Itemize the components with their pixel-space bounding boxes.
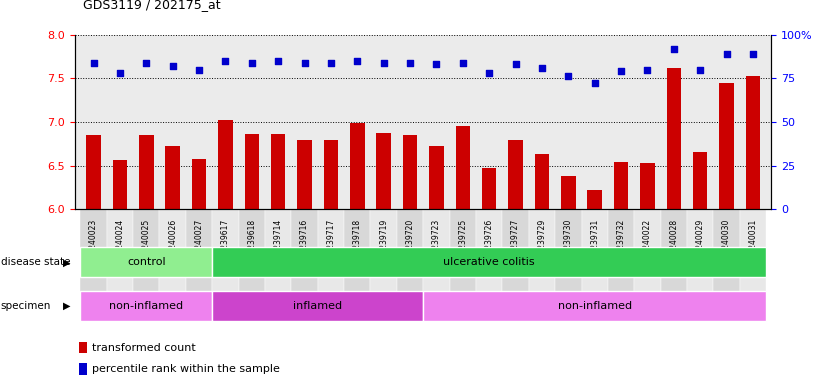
Point [456,60,470,66]
Bar [139,135,153,209]
Point [561,73,575,79]
Point [404,60,417,66]
Text: percentile rank within the sample: percentile rank within the sample [93,364,280,374]
Bar [271,134,285,209]
Bar [86,135,101,209]
Bar [219,120,233,209]
Text: control: control [127,257,166,267]
Text: GDS3119 / 202175_at: GDS3119 / 202175_at [83,0,221,12]
Point [324,60,338,66]
Point [615,68,628,74]
Bar [212,291,423,321]
Bar [693,152,707,209]
Point [535,65,549,71]
Bar [614,162,628,209]
Point [298,60,311,66]
Bar [720,83,734,209]
Text: ▶: ▶ [63,257,71,267]
Bar [244,134,259,209]
Point [720,51,733,57]
Bar [80,291,212,321]
Bar [455,126,470,209]
Point [193,66,206,73]
Text: specimen: specimen [1,301,51,311]
Bar [423,291,766,321]
Bar [376,133,391,209]
Bar [212,247,766,277]
Point [430,61,443,67]
Point [483,70,496,76]
Point [166,63,179,69]
Bar [641,163,655,209]
Text: non-inflamed: non-inflamed [109,301,183,311]
Bar [561,176,575,209]
Bar [80,247,212,277]
Text: disease state: disease state [1,257,70,267]
Text: inflamed: inflamed [294,301,342,311]
Bar [297,140,312,209]
Point [113,70,127,76]
Text: transformed count: transformed count [93,343,196,353]
Bar [403,135,417,209]
Point [641,66,654,73]
Bar [430,146,444,209]
Bar [350,123,364,209]
Bar [666,68,681,209]
Text: non-inflamed: non-inflamed [558,301,632,311]
Point [509,61,522,67]
Text: ▶: ▶ [63,301,71,311]
Point [219,58,232,64]
Point [87,60,100,66]
Point [588,80,601,86]
Bar [113,161,127,209]
Point [350,58,364,64]
Bar [535,154,550,209]
Bar [192,159,206,209]
Bar [78,363,88,375]
Bar [746,76,761,209]
Bar [324,140,338,209]
Point [667,45,681,51]
Bar [78,342,88,353]
Bar [482,168,496,209]
Point [272,58,285,64]
Text: ulcerative colitis: ulcerative colitis [444,257,535,267]
Point [694,66,707,73]
Bar [587,190,602,209]
Point [377,60,390,66]
Point [139,60,153,66]
Bar [165,146,180,209]
Point [746,51,760,57]
Bar [509,140,523,209]
Point [245,60,259,66]
